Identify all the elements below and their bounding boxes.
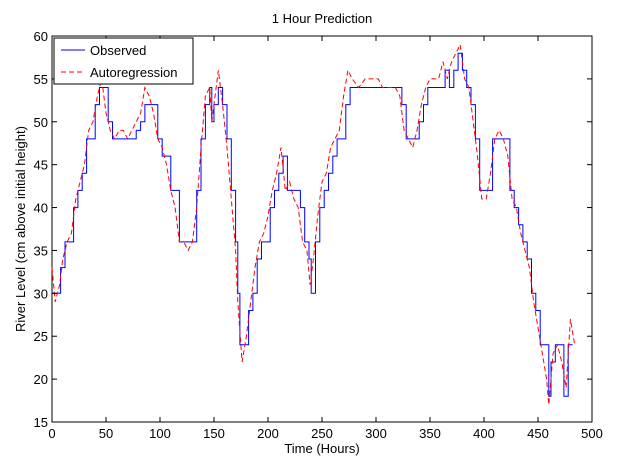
x-tick-label: 50 xyxy=(99,426,113,441)
x-tick-label: 350 xyxy=(419,426,441,441)
legend: Observed Autoregression xyxy=(53,37,194,85)
x-tick-label: 450 xyxy=(527,426,549,441)
y-tick-label: 50 xyxy=(34,115,48,130)
plot-area: 0 50 100 150 200 250 300 350 400 450 500 15 20 25 30 35… xyxy=(34,29,603,441)
y-tick-label: 40 xyxy=(34,201,48,216)
legend-label-observed: Observed xyxy=(90,43,146,58)
x-tick-label: 300 xyxy=(365,426,387,441)
plot-frame xyxy=(51,35,593,423)
tick-layer: 0 50 100 150 200 250 300 350 400 450 500 15 20 25 30 35… xyxy=(34,29,603,441)
x-axis-label: Time (Hours) xyxy=(284,441,359,456)
y-tick-label: 15 xyxy=(34,415,48,430)
x-tick-label: 500 xyxy=(581,426,603,441)
y-tick-label: 35 xyxy=(34,243,48,258)
series-layer xyxy=(51,42,576,405)
series-line-observed xyxy=(52,52,573,397)
y-tick-label: 30 xyxy=(34,286,48,301)
legend-box xyxy=(53,37,194,85)
x-tick-label: 0 xyxy=(48,426,55,441)
x-tick-label: 200 xyxy=(257,426,279,441)
y-tick-label: 25 xyxy=(34,329,48,344)
x-tick-label: 400 xyxy=(473,426,495,441)
series-line-autoregression xyxy=(51,42,576,405)
y-axis-label: River Level (cm above initial height) xyxy=(13,126,28,332)
y-tick-label: 55 xyxy=(34,72,48,87)
y-tick-label: 60 xyxy=(34,29,48,44)
y-tick-label: 45 xyxy=(34,158,48,173)
x-tick-label: 250 xyxy=(311,426,333,441)
y-tick-label: 20 xyxy=(34,372,48,387)
chart-title: 1 Hour Prediction xyxy=(272,11,372,26)
legend-label-autoregression: Autoregression xyxy=(90,65,177,80)
x-tick-label: 100 xyxy=(149,426,171,441)
x-tick-label: 150 xyxy=(203,426,225,441)
